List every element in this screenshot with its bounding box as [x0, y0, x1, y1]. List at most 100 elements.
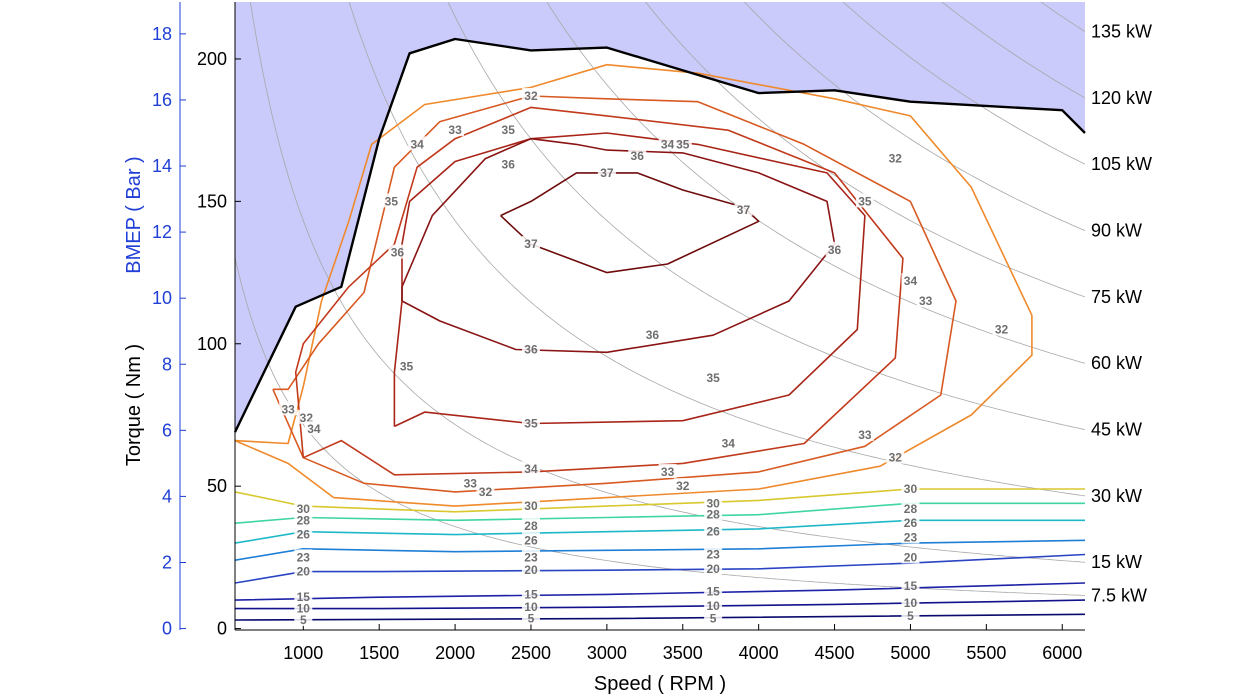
contour-label-bg [297, 409, 316, 424]
contour-label-37: 37 [737, 203, 751, 217]
contour-33 [272, 95, 957, 493]
contour-label-bg [476, 483, 495, 498]
power-curve-90kw [743, 2, 1085, 231]
contour-label-bg [673, 478, 692, 493]
contour-label-bg [901, 594, 920, 609]
x-tick-label: 5000 [890, 643, 930, 663]
x-tick-label: 1000 [283, 643, 323, 663]
contour-label-bg [294, 526, 313, 541]
contour-label-10: 10 [524, 600, 538, 614]
contour-label-bg [388, 244, 407, 259]
contour-label-bg [643, 327, 662, 342]
contour-label-bg [521, 562, 540, 577]
contour-20 [235, 553, 1085, 584]
contour-label-bg [294, 563, 313, 578]
contour-label-35: 35 [400, 360, 414, 374]
y-axis-title: Torque ( Nm ) [123, 344, 145, 466]
contour-36 [401, 137, 836, 354]
max-torque-line [233, 37, 1086, 433]
contour-label-36: 36 [524, 342, 538, 356]
contour-label-bg [704, 597, 723, 612]
bmep-tick-label: 2 [162, 552, 172, 572]
power-curve-60kw [546, 2, 1085, 364]
contour-label-bg [901, 515, 920, 530]
contour-label-10: 10 [904, 596, 918, 610]
contour-label-bg [446, 122, 465, 137]
power-label-7.5kw: 7.5 kW [1091, 585, 1147, 605]
contour-37 [500, 172, 760, 274]
contour-label-bg [628, 147, 647, 162]
contour-label-bg [704, 583, 723, 598]
contour-label-28: 28 [297, 513, 311, 527]
power-curves [235, 2, 1085, 596]
power-curve-45kw [447, 2, 1085, 430]
contour-label-bg [397, 358, 416, 373]
contour-label-bg [521, 461, 540, 476]
y-tick-label: 0 [217, 619, 227, 639]
contour-label-bg [294, 600, 313, 615]
contour-label-bg [901, 500, 920, 515]
x-tick-label: 3500 [663, 643, 703, 663]
power-label-120kw: 120 kW [1091, 88, 1152, 108]
power-label-75kw: 75 kW [1091, 287, 1142, 307]
contour-label-34: 34 [661, 137, 675, 151]
bmep-tick-label: 12 [152, 222, 172, 242]
contour-label-30: 30 [904, 482, 918, 496]
contour-label-26: 26 [524, 533, 538, 547]
contour-label-bg [658, 136, 677, 151]
contour-label-37: 37 [600, 166, 614, 180]
contour-label-bg [704, 506, 723, 521]
power-curve-120kw [941, 2, 1085, 99]
contour-label-bg [521, 415, 540, 430]
bmep-axis-title: BMEP ( Bar ) [123, 156, 145, 273]
contour-label-35: 35 [502, 123, 516, 137]
contour-label-33: 33 [448, 123, 462, 137]
y-tick-label: 150 [197, 191, 227, 211]
contour-label-bg [294, 549, 313, 564]
contour-label-30: 30 [297, 502, 311, 516]
contour-label-26: 26 [904, 516, 918, 530]
contour-label-bg [521, 518, 540, 533]
contour-label-32: 32 [676, 479, 690, 493]
contour-label-bg [294, 612, 313, 627]
contour-label-28: 28 [706, 508, 720, 522]
contour-label-20: 20 [297, 565, 311, 579]
contour-label-bg [521, 236, 540, 251]
contour-35 [393, 132, 866, 428]
contour-label-bg [499, 156, 518, 171]
contour-label-34: 34 [307, 422, 321, 436]
contour-label-bg [673, 136, 692, 151]
max-torque-curve [233, 37, 1086, 433]
bmep-tick-label: 14 [152, 156, 172, 176]
contour-label-28: 28 [904, 502, 918, 516]
infeasible-area [235, 2, 1085, 433]
contour-label-bg [521, 586, 540, 601]
contour-label-37: 37 [524, 237, 538, 251]
contour-label-15: 15 [297, 590, 311, 604]
contour-label-15: 15 [524, 587, 538, 601]
bmep-tick-label: 4 [162, 486, 172, 506]
contour-label-bg [704, 560, 723, 575]
contour-label-33: 33 [464, 476, 478, 490]
bmep-tick-label: 8 [162, 354, 172, 374]
x-tick-label: 4000 [739, 643, 779, 663]
power-curve-105kw [842, 2, 1085, 165]
contour-label-10: 10 [706, 599, 720, 613]
power-label-60kw: 60 kW [1091, 353, 1142, 373]
contour-label-15: 15 [706, 585, 720, 599]
y-tick-label: 50 [207, 476, 227, 496]
power-label-30kw: 30 kW [1091, 486, 1142, 506]
infeasible-region [235, 2, 1085, 433]
x-tick-label: 3000 [587, 643, 627, 663]
contour-label-bg [901, 273, 920, 288]
power-label-15kw: 15 kW [1091, 552, 1142, 572]
contour-label-bg [597, 164, 616, 179]
contour-label-bg [304, 421, 323, 436]
contour-label-bg [704, 523, 723, 538]
contour-label-32: 32 [479, 485, 493, 499]
contour-label-bg [992, 321, 1011, 336]
contour-label-36: 36 [502, 157, 516, 171]
power-curve-75kw [645, 2, 1085, 298]
bmep-tick-label: 6 [162, 420, 172, 440]
power-curve-15kw [249, 2, 1085, 563]
